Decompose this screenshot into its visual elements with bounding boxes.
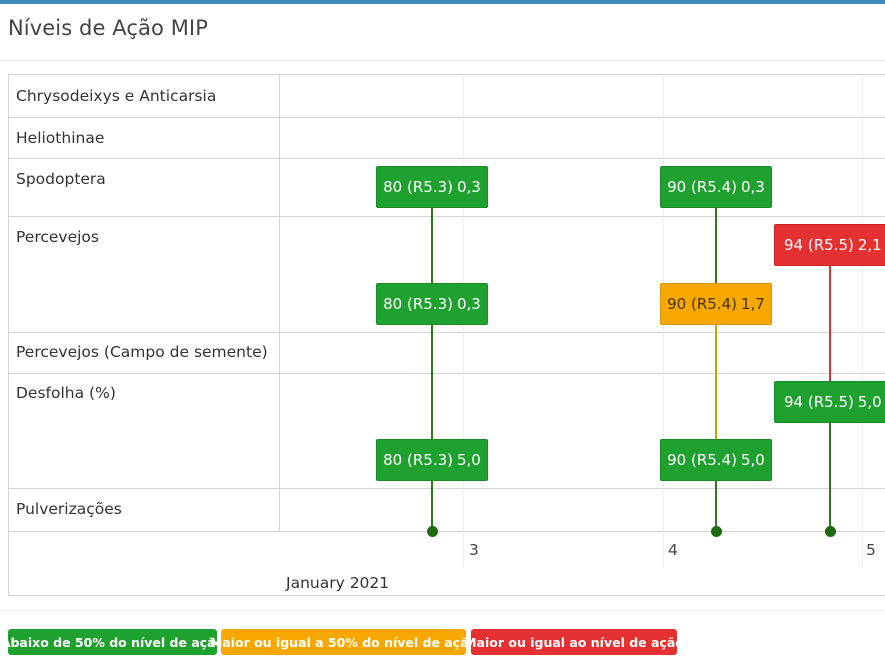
row-label-heliothinae: Heliothinae [16,129,105,147]
event-stem-e1 [431,188,433,531]
row-divider [9,216,885,217]
title-divider [0,60,885,61]
reading-box-desfolha-e2[interactable]: 90 (R5.4) 5,0 [660,439,772,481]
event-stem-e3-lower [829,403,831,531]
reading-stage: 94 (R5.5) [784,393,854,411]
row-divider [9,373,885,374]
reading-stage: 80 (R5.3) [383,178,453,196]
page-title: Níveis de Ação MIP [8,16,208,40]
reading-value: 0,3 [456,295,481,313]
reading-box-percevejos-e3[interactable]: 94 (R5.5) 2,1 [774,224,885,266]
row-divider [9,117,885,118]
reading-stage: 94 (R5.5) [784,236,854,254]
event-stem-e2-middle [715,305,717,461]
event-stem-e2-upper [715,188,717,305]
reading-value: 2,1 [857,236,882,254]
reading-value: 1,7 [740,295,765,313]
row-label-percevejos-campo-semente: Percevejos (Campo de semente) [16,343,268,361]
spray-marker-dot[interactable] [711,526,722,537]
reading-box-spodoptera-e1[interactable]: 80 (R5.3) 0,3 [376,166,488,208]
row-divider [9,531,885,532]
timeline-panel [8,74,885,596]
reading-stage: 80 (R5.3) [383,295,453,313]
reading-value: 5,0 [740,451,765,469]
tick-gridline [862,75,863,567]
event-stem-e2-lower [715,461,717,531]
legend-below-half-badge: Abaixo de 50% do nível de ação [1,629,224,655]
spray-marker-dot[interactable] [427,526,438,537]
reading-box-spodoptera-e2[interactable]: 90 (R5.4) 0,3 [660,166,772,208]
reading-box-desfolha-e3[interactable]: 94 (R5.5) 5,0 [774,381,885,423]
legend-divider [0,610,885,611]
reading-stage: 90 (R5.4) [667,295,737,313]
row-divider [9,158,885,159]
axis-tick-label: 5 [866,541,876,559]
row-label-spodoptera: Spodoptera [16,170,106,188]
reading-value: 0,3 [740,178,765,196]
reading-stage: 80 (R5.3) [383,451,453,469]
axis-month-label: January 2021 [286,574,390,592]
reading-value: 5,0 [857,393,882,411]
spray-marker-dot[interactable] [825,526,836,537]
label-column-divider [279,75,280,531]
event-stem-e3-upper [829,245,831,403]
axis-tick-label: 3 [469,541,479,559]
reading-stage: 90 (R5.4) [667,451,737,469]
row-label-pulverizacoes: Pulverizações [16,500,122,518]
legend-above-half-badge: Maior ou igual a 50% do nível de ação [210,629,477,655]
reading-box-percevejos-e2[interactable]: 90 (R5.4) 1,7 [660,283,772,325]
reading-stage: 90 (R5.4) [667,178,737,196]
reading-value: 5,0 [456,451,481,469]
row-label-desfolha: Desfolha (%) [16,384,116,402]
legend-above-level-badge: Maior ou igual ao nível de ação [464,629,684,655]
row-divider [9,332,885,333]
reading-box-percevejos-e1[interactable]: 80 (R5.3) 0,3 [376,283,488,325]
row-label-percevejos: Percevejos [16,228,99,246]
reading-box-desfolha-e1[interactable]: 80 (R5.3) 5,0 [376,439,488,481]
row-divider [9,488,885,489]
top-accent-bar [0,0,885,4]
reading-value: 0,3 [456,178,481,196]
axis-tick-label: 4 [668,541,678,559]
row-label-chrysodeixys: Chrysodeixys e Anticarsia [16,87,217,105]
